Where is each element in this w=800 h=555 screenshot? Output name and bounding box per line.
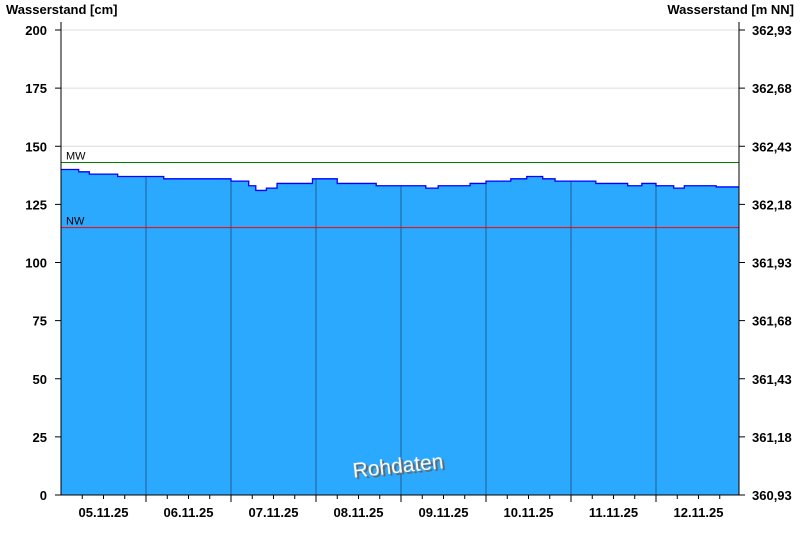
x-tick-label: 08.11.25	[334, 505, 384, 520]
reference-lines: MW NW	[61, 151, 739, 229]
x-tick-label: 11.11.25	[589, 505, 638, 520]
y-tick-label-left: 100	[25, 256, 47, 271]
x-axis-ticks: 05.11.25 06.11.25 07.11.25 08.11.25 09.11.25…	[79, 495, 724, 520]
y-tick-label-left: 200	[25, 23, 47, 38]
water-level-line	[61, 168, 740, 192]
x-tick-label: 06.11.25	[164, 505, 214, 520]
y-tick-label-right: 362,93	[752, 23, 792, 38]
axes	[60, 22, 740, 496]
y-tick-label-right: 361,93	[752, 256, 792, 271]
y-tick-label-left: 125	[25, 197, 47, 212]
right-axis-label: Wasserstand [m NN]	[667, 2, 794, 17]
y-tick-label-right: 361,43	[752, 372, 792, 387]
y-tick-label-left: 150	[25, 139, 47, 154]
y-tick-label-right: 362,18	[752, 197, 792, 212]
y-tick-label-left: 50	[33, 372, 47, 387]
y-tick-label-right: 361,68	[752, 314, 792, 329]
left-axis-label: Wasserstand [cm]	[6, 2, 118, 17]
x-tick-label: 07.11.25	[249, 505, 299, 520]
y-tick-label-right: 362,43	[752, 139, 792, 154]
y-tick-label-left: 75	[33, 314, 47, 329]
y-tick-label-left: 25	[33, 430, 47, 445]
reference-label-nw: NW	[66, 216, 85, 228]
day-separator-lines	[145, 176, 657, 495]
y-tick-label-right: 360,93	[752, 488, 792, 503]
y-tick-label-left: 175	[25, 81, 47, 96]
x-tick-label: 10.11.25	[504, 505, 554, 520]
reference-label-mw: MW	[66, 151, 86, 163]
y-axis-ticks: 0 360,93 25 361,18 50 361,43 75 361,68 100 361,93…	[25, 23, 791, 503]
y-tick-label-right: 362,68	[752, 81, 792, 96]
water-level-area	[61, 169, 740, 495]
x-tick-label: 12.11.25	[674, 505, 724, 520]
y-tick-label-left: 0	[40, 488, 47, 503]
y-tick-label-right: 361,18	[752, 430, 792, 445]
x-tick-label: 05.11.25	[79, 505, 129, 520]
x-tick-label: 09.11.25	[419, 505, 469, 520]
